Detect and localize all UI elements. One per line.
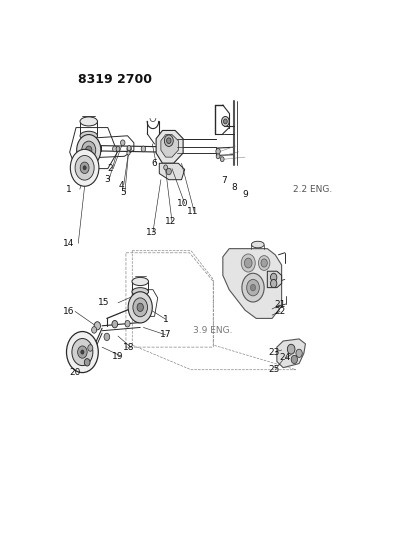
Text: 17: 17: [160, 330, 171, 340]
Text: 1: 1: [66, 184, 72, 193]
Text: 16: 16: [63, 307, 74, 316]
Circle shape: [215, 149, 220, 154]
Polygon shape: [267, 271, 281, 288]
Text: 19: 19: [112, 352, 124, 361]
Ellipse shape: [132, 288, 148, 296]
Circle shape: [66, 332, 98, 373]
Polygon shape: [160, 134, 178, 157]
Text: 24: 24: [279, 353, 290, 362]
Polygon shape: [81, 140, 101, 158]
Polygon shape: [276, 339, 305, 368]
Circle shape: [81, 141, 96, 159]
Circle shape: [166, 138, 171, 143]
Circle shape: [84, 359, 90, 366]
Circle shape: [85, 146, 92, 154]
Text: 9: 9: [242, 190, 247, 199]
Circle shape: [270, 279, 276, 288]
Ellipse shape: [251, 241, 263, 248]
Circle shape: [141, 146, 145, 152]
Circle shape: [70, 149, 99, 186]
Circle shape: [104, 333, 110, 341]
Circle shape: [72, 338, 93, 366]
Text: 6: 6: [151, 159, 157, 168]
Circle shape: [137, 303, 143, 311]
Text: 2: 2: [107, 164, 112, 173]
Circle shape: [81, 350, 84, 354]
Circle shape: [221, 117, 229, 126]
Text: 11: 11: [187, 207, 198, 216]
Circle shape: [246, 279, 259, 296]
Circle shape: [260, 259, 267, 267]
Circle shape: [220, 157, 224, 161]
Circle shape: [250, 284, 255, 291]
Text: 2.2 ENG.: 2.2 ENG.: [292, 184, 331, 193]
Circle shape: [80, 162, 89, 174]
Ellipse shape: [80, 131, 97, 140]
Text: 15: 15: [98, 298, 109, 308]
Circle shape: [287, 344, 294, 354]
Text: 22: 22: [274, 307, 285, 316]
Circle shape: [77, 346, 87, 358]
Ellipse shape: [132, 277, 148, 286]
Polygon shape: [159, 163, 184, 180]
Circle shape: [126, 151, 130, 155]
Text: 25: 25: [267, 365, 279, 374]
Text: 13: 13: [145, 228, 157, 237]
Circle shape: [112, 320, 117, 328]
Circle shape: [128, 292, 152, 323]
Circle shape: [91, 327, 97, 333]
Circle shape: [75, 156, 94, 180]
Text: 21: 21: [274, 301, 285, 309]
Circle shape: [133, 298, 147, 317]
Text: 12: 12: [164, 217, 175, 226]
Polygon shape: [156, 131, 183, 163]
Text: 8319 2700: 8319 2700: [78, 73, 152, 86]
Circle shape: [125, 320, 130, 327]
Circle shape: [164, 135, 173, 147]
Circle shape: [120, 140, 125, 146]
Text: 23: 23: [267, 348, 279, 357]
Circle shape: [241, 273, 263, 302]
Ellipse shape: [80, 117, 97, 126]
Circle shape: [244, 258, 252, 268]
Circle shape: [223, 119, 227, 124]
Circle shape: [76, 134, 101, 166]
Circle shape: [112, 146, 117, 152]
Text: 7: 7: [221, 176, 227, 185]
Circle shape: [88, 345, 93, 351]
Circle shape: [290, 356, 297, 364]
Circle shape: [258, 256, 269, 270]
Polygon shape: [222, 248, 281, 318]
Circle shape: [94, 322, 100, 330]
Circle shape: [166, 168, 171, 175]
Text: 20: 20: [69, 368, 81, 377]
Text: 3.9 ENG.: 3.9 ENG.: [192, 326, 231, 335]
Text: 5: 5: [119, 188, 125, 197]
Circle shape: [295, 349, 301, 358]
Text: 3: 3: [104, 175, 110, 184]
Circle shape: [216, 154, 220, 159]
Circle shape: [127, 146, 131, 150]
Text: 4: 4: [118, 181, 124, 190]
Text: 8: 8: [231, 183, 236, 191]
Circle shape: [83, 166, 86, 170]
Circle shape: [240, 254, 255, 272]
Text: 10: 10: [177, 199, 189, 208]
Circle shape: [163, 165, 167, 170]
Circle shape: [270, 273, 276, 281]
Circle shape: [116, 147, 119, 151]
Text: 1: 1: [162, 314, 168, 324]
Text: 14: 14: [63, 239, 74, 248]
Circle shape: [126, 146, 131, 152]
Text: 18: 18: [123, 343, 135, 352]
